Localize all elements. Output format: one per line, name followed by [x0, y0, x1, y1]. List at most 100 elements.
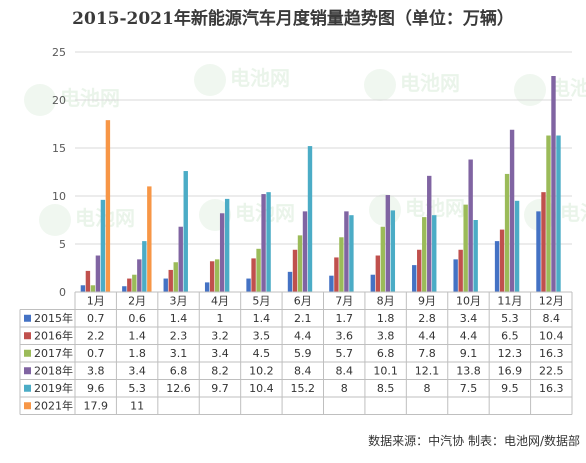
x-tick-label: 12月: [539, 295, 564, 308]
bar: [385, 195, 391, 292]
bar: [344, 211, 349, 292]
bar: [256, 248, 261, 292]
table-row: 2019年 9.6 5.3 12.6 9.7 10.4 15.2 8 8.5 8 7.5 9.5 16.…: [24, 381, 564, 395]
bar: [297, 235, 303, 292]
data-label: 10.4: [539, 330, 564, 343]
data-label: 0.7: [87, 312, 105, 325]
data-label: 0.7: [87, 347, 105, 360]
bar: [168, 269, 173, 292]
table-row: 2016年 2.2 1.4 2.3 3.2 3.5 4.4 3.6 3.8 4.4 4.4 6.5 10…: [24, 329, 564, 343]
bar: [339, 237, 344, 292]
data-label: 3.8: [87, 365, 105, 378]
legend-label: 2017年: [34, 346, 73, 360]
data-label: 1.8: [128, 347, 146, 360]
legend-swatch: [24, 314, 31, 322]
bar: [90, 285, 96, 292]
chart-title: 2015-2021年新能源汽车月度销量趋势图（单位：万辆）: [72, 9, 514, 29]
data-label: 8.5: [377, 382, 395, 395]
bar: [307, 146, 313, 292]
data-label: 4.4: [294, 330, 312, 343]
bar: [514, 200, 520, 292]
bar: [541, 192, 546, 292]
x-tick-label: 10月: [456, 295, 481, 308]
bar: [214, 259, 220, 292]
table-row: 2015年 0.7 0.6 1.4 1 1.4 2.1 1.7 1.8 2.8 3.4 5.3 8.4: [24, 311, 560, 325]
legend-label: 2021年: [34, 399, 73, 413]
data-label: 5.7: [335, 347, 353, 360]
bar: [536, 211, 541, 292]
data-label: 2.8: [418, 312, 436, 325]
x-tick-label: 2月: [128, 295, 146, 308]
data-label: 8.4: [294, 365, 312, 378]
bar: [137, 259, 142, 292]
bar: [122, 286, 127, 292]
data-label: 4.4: [418, 330, 436, 343]
bar: [468, 159, 473, 292]
bar: [370, 274, 376, 292]
data-label: 9.6: [87, 382, 105, 395]
x-tick-label: 4月: [211, 295, 229, 308]
data-label: 15.2: [291, 382, 316, 395]
data-label: 1.7: [335, 312, 353, 325]
bar: [556, 135, 561, 292]
legend-swatch: [24, 332, 31, 340]
bar: [551, 76, 556, 292]
bar: [504, 173, 510, 292]
y-tick-label: 20: [52, 94, 66, 107]
data-label: 3.4: [460, 312, 478, 325]
bar: [204, 282, 210, 292]
watermark-logo-icon: [514, 74, 546, 106]
bar: [142, 241, 147, 292]
legend-label: 2018年: [34, 364, 73, 378]
bar: [417, 249, 422, 292]
data-label: 2.3: [170, 330, 188, 343]
data-label: 10.4: [249, 382, 274, 395]
watermark-logo-icon: [369, 194, 401, 226]
data-label: 12.6: [166, 382, 191, 395]
legend-label: 2016年: [34, 329, 73, 343]
y-tick-label: 0: [59, 286, 66, 299]
bar: [453, 259, 458, 292]
legend-swatch: [24, 402, 31, 410]
bar: [422, 217, 427, 292]
bar: [219, 213, 225, 292]
bar: [329, 275, 334, 292]
bar: [85, 270, 91, 292]
bar: [509, 129, 515, 292]
data-label: 22.5: [539, 365, 564, 378]
data-label: 5.3: [501, 312, 519, 325]
bar: [334, 257, 339, 292]
data-label: 6.8: [377, 347, 395, 360]
y-tick-label: 15: [52, 142, 66, 155]
bar: [458, 249, 463, 292]
legend-label: 2019年: [34, 381, 73, 395]
watermark-logo-icon: [24, 84, 56, 116]
bar: [463, 204, 468, 292]
data-label: 7.5: [460, 382, 478, 395]
watermark-logo-icon: [194, 64, 226, 96]
x-tick-label: 1月: [87, 295, 105, 308]
data-label: 7.8: [418, 347, 436, 360]
bar: [100, 199, 106, 292]
data-label: 0.6: [128, 312, 146, 325]
watermark-text: 电池网: [400, 71, 460, 95]
bar: [349, 215, 354, 292]
table-row: 2021年 17.9 11: [24, 399, 144, 413]
data-label: 3.2: [211, 330, 229, 343]
bar: [127, 278, 132, 292]
watermark: 电池网: [39, 204, 135, 236]
data-label: 3.4: [211, 347, 229, 360]
y-axis: 0 5 10 15 20 25: [52, 46, 66, 299]
data-label: 3.8: [377, 330, 395, 343]
x-tick-label: 3月: [170, 295, 188, 308]
x-tick-label: 8月: [377, 295, 395, 308]
bar: [494, 241, 500, 292]
legend-label: 2015年: [34, 311, 73, 325]
watermark: 电池网: [514, 74, 586, 106]
bar: [390, 210, 396, 292]
data-label: 1.4: [170, 312, 188, 325]
bar: [95, 255, 101, 292]
bar: [178, 226, 183, 292]
bar: [302, 211, 308, 292]
bar: [375, 255, 381, 292]
